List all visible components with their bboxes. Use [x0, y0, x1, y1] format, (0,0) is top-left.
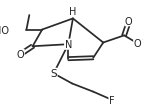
Text: N: N: [65, 40, 72, 50]
Text: O: O: [125, 17, 133, 26]
Text: F: F: [109, 95, 115, 105]
Text: S: S: [50, 69, 57, 79]
Text: −: −: [141, 35, 143, 44]
Text: O: O: [134, 39, 141, 49]
Text: HO: HO: [0, 25, 9, 35]
Text: H: H: [69, 7, 77, 17]
Text: O: O: [16, 50, 24, 60]
